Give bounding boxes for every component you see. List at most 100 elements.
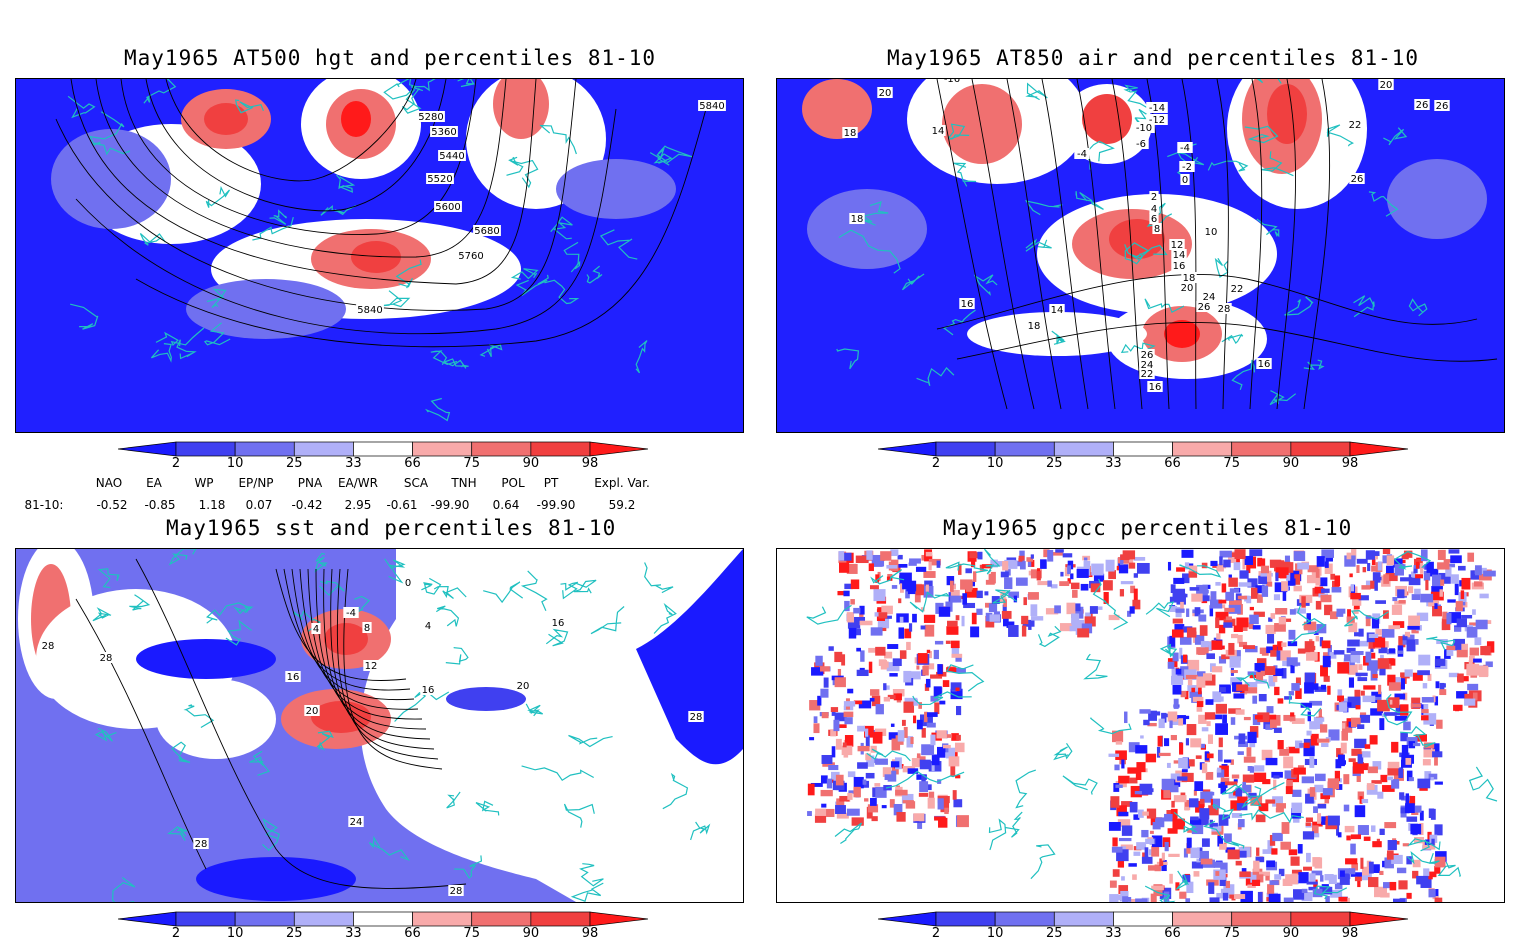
precip-cell bbox=[1278, 616, 1287, 625]
precip-cell bbox=[1336, 784, 1343, 790]
precip-cell bbox=[1146, 808, 1157, 819]
precip-cell bbox=[1415, 639, 1419, 645]
map-panel-hgt: 5280 5360 5440 5520 5600 5680 5760 5840 5840 bbox=[15, 78, 744, 433]
precip-cell bbox=[1260, 667, 1266, 677]
precip-cell bbox=[1332, 580, 1340, 593]
contour-label: 24 bbox=[1141, 360, 1154, 371]
precip-cell bbox=[1228, 792, 1238, 799]
precip-cell bbox=[985, 612, 993, 622]
precip-cell bbox=[1163, 788, 1171, 799]
precip-cell bbox=[1138, 809, 1144, 818]
precip-cell bbox=[1055, 549, 1064, 553]
coastline bbox=[563, 241, 581, 273]
precip-cell bbox=[913, 813, 925, 822]
contour-label: 2 bbox=[1151, 192, 1157, 203]
precip-cell bbox=[1235, 709, 1245, 715]
precip-cell bbox=[1151, 835, 1163, 848]
precip-cell bbox=[1246, 564, 1251, 574]
precip-cell bbox=[1186, 627, 1197, 638]
precip-cell bbox=[919, 759, 931, 770]
precip-cell bbox=[1322, 788, 1333, 796]
colorbar-label: 33 bbox=[1105, 456, 1122, 471]
precip-cell bbox=[1030, 554, 1034, 559]
precip-cell bbox=[1072, 603, 1081, 612]
precip-cell bbox=[1169, 635, 1175, 647]
precip-cell bbox=[1181, 769, 1188, 773]
contour-label-box bbox=[193, 838, 209, 849]
precip-cell bbox=[1374, 886, 1387, 898]
precip-cell bbox=[1291, 808, 1302, 819]
precip-cell bbox=[1189, 686, 1193, 698]
precip-cell bbox=[1400, 732, 1408, 742]
precip-cell bbox=[1242, 557, 1246, 570]
precip-cell bbox=[1018, 557, 1023, 562]
contour-label: -14 bbox=[1149, 103, 1165, 114]
colorbar-label: 66 bbox=[1164, 926, 1181, 941]
precip-cell bbox=[1256, 847, 1260, 856]
coastline bbox=[1025, 238, 1052, 252]
precip-cell bbox=[1319, 637, 1324, 647]
index-value: 0.64 bbox=[492, 498, 520, 512]
contour-label-box bbox=[473, 225, 501, 236]
precip-cell bbox=[1191, 824, 1204, 835]
coastline bbox=[454, 855, 483, 879]
precip-cell bbox=[1181, 549, 1194, 558]
precip-cell bbox=[1117, 858, 1125, 868]
precip-cell bbox=[1121, 876, 1125, 881]
precip-cell bbox=[1047, 580, 1052, 587]
precip-cell bbox=[1380, 774, 1388, 783]
precip-cell bbox=[872, 731, 883, 744]
precip-cell bbox=[1394, 715, 1408, 721]
precip-cell bbox=[881, 805, 887, 809]
precip-cell bbox=[1277, 698, 1284, 704]
precip-cell bbox=[1388, 682, 1401, 691]
precip-cell bbox=[1222, 892, 1229, 901]
precip-cell bbox=[1176, 593, 1186, 605]
precip-cell bbox=[1175, 668, 1182, 675]
precip-cell bbox=[1191, 687, 1196, 693]
precip-cell bbox=[1351, 748, 1362, 756]
precip-cell bbox=[1412, 672, 1423, 681]
precip-cell bbox=[1428, 889, 1436, 898]
precip-cell bbox=[1392, 597, 1398, 602]
precip-cell bbox=[866, 755, 875, 767]
precip-cell bbox=[1291, 718, 1305, 724]
colorbar-svg bbox=[877, 911, 1409, 927]
precip-cell bbox=[1119, 589, 1125, 597]
precip-cell bbox=[1148, 710, 1157, 721]
precip-cell bbox=[1479, 593, 1489, 599]
precip-cell bbox=[1172, 779, 1181, 787]
precip-cell bbox=[1261, 749, 1273, 761]
precip-cell bbox=[1133, 573, 1138, 578]
precip-cell bbox=[1220, 781, 1227, 794]
precip-cell bbox=[1117, 819, 1131, 827]
contour-label-box bbox=[311, 623, 321, 634]
precip-cell bbox=[887, 573, 893, 578]
precip-cell bbox=[1327, 685, 1331, 695]
precip-cell bbox=[1128, 777, 1138, 784]
precip-cell bbox=[1348, 868, 1356, 875]
colorbar-label: 2 bbox=[171, 456, 181, 471]
precip-cell bbox=[1357, 754, 1364, 764]
precip-cell bbox=[1083, 560, 1091, 568]
precip-cell bbox=[887, 694, 896, 700]
precip-cell bbox=[1171, 800, 1175, 808]
precip-cell bbox=[1343, 804, 1350, 812]
precip-cell bbox=[1290, 856, 1300, 866]
precip-cell bbox=[1173, 698, 1179, 709]
coastline bbox=[690, 821, 711, 841]
precip-cell bbox=[1265, 875, 1270, 881]
precip-cell bbox=[1022, 619, 1035, 627]
precip-cell bbox=[1266, 860, 1276, 868]
precip-cell bbox=[1109, 894, 1119, 902]
precip-cell bbox=[1207, 734, 1213, 744]
coastline bbox=[206, 602, 250, 624]
coastline bbox=[205, 185, 231, 208]
precip-cell bbox=[1408, 741, 1416, 749]
precip-cell bbox=[1268, 893, 1281, 902]
contour-label-box bbox=[1026, 320, 1042, 331]
precip-cell bbox=[1109, 880, 1117, 888]
precip-cell bbox=[1478, 665, 1489, 678]
precip-cell bbox=[846, 808, 860, 816]
